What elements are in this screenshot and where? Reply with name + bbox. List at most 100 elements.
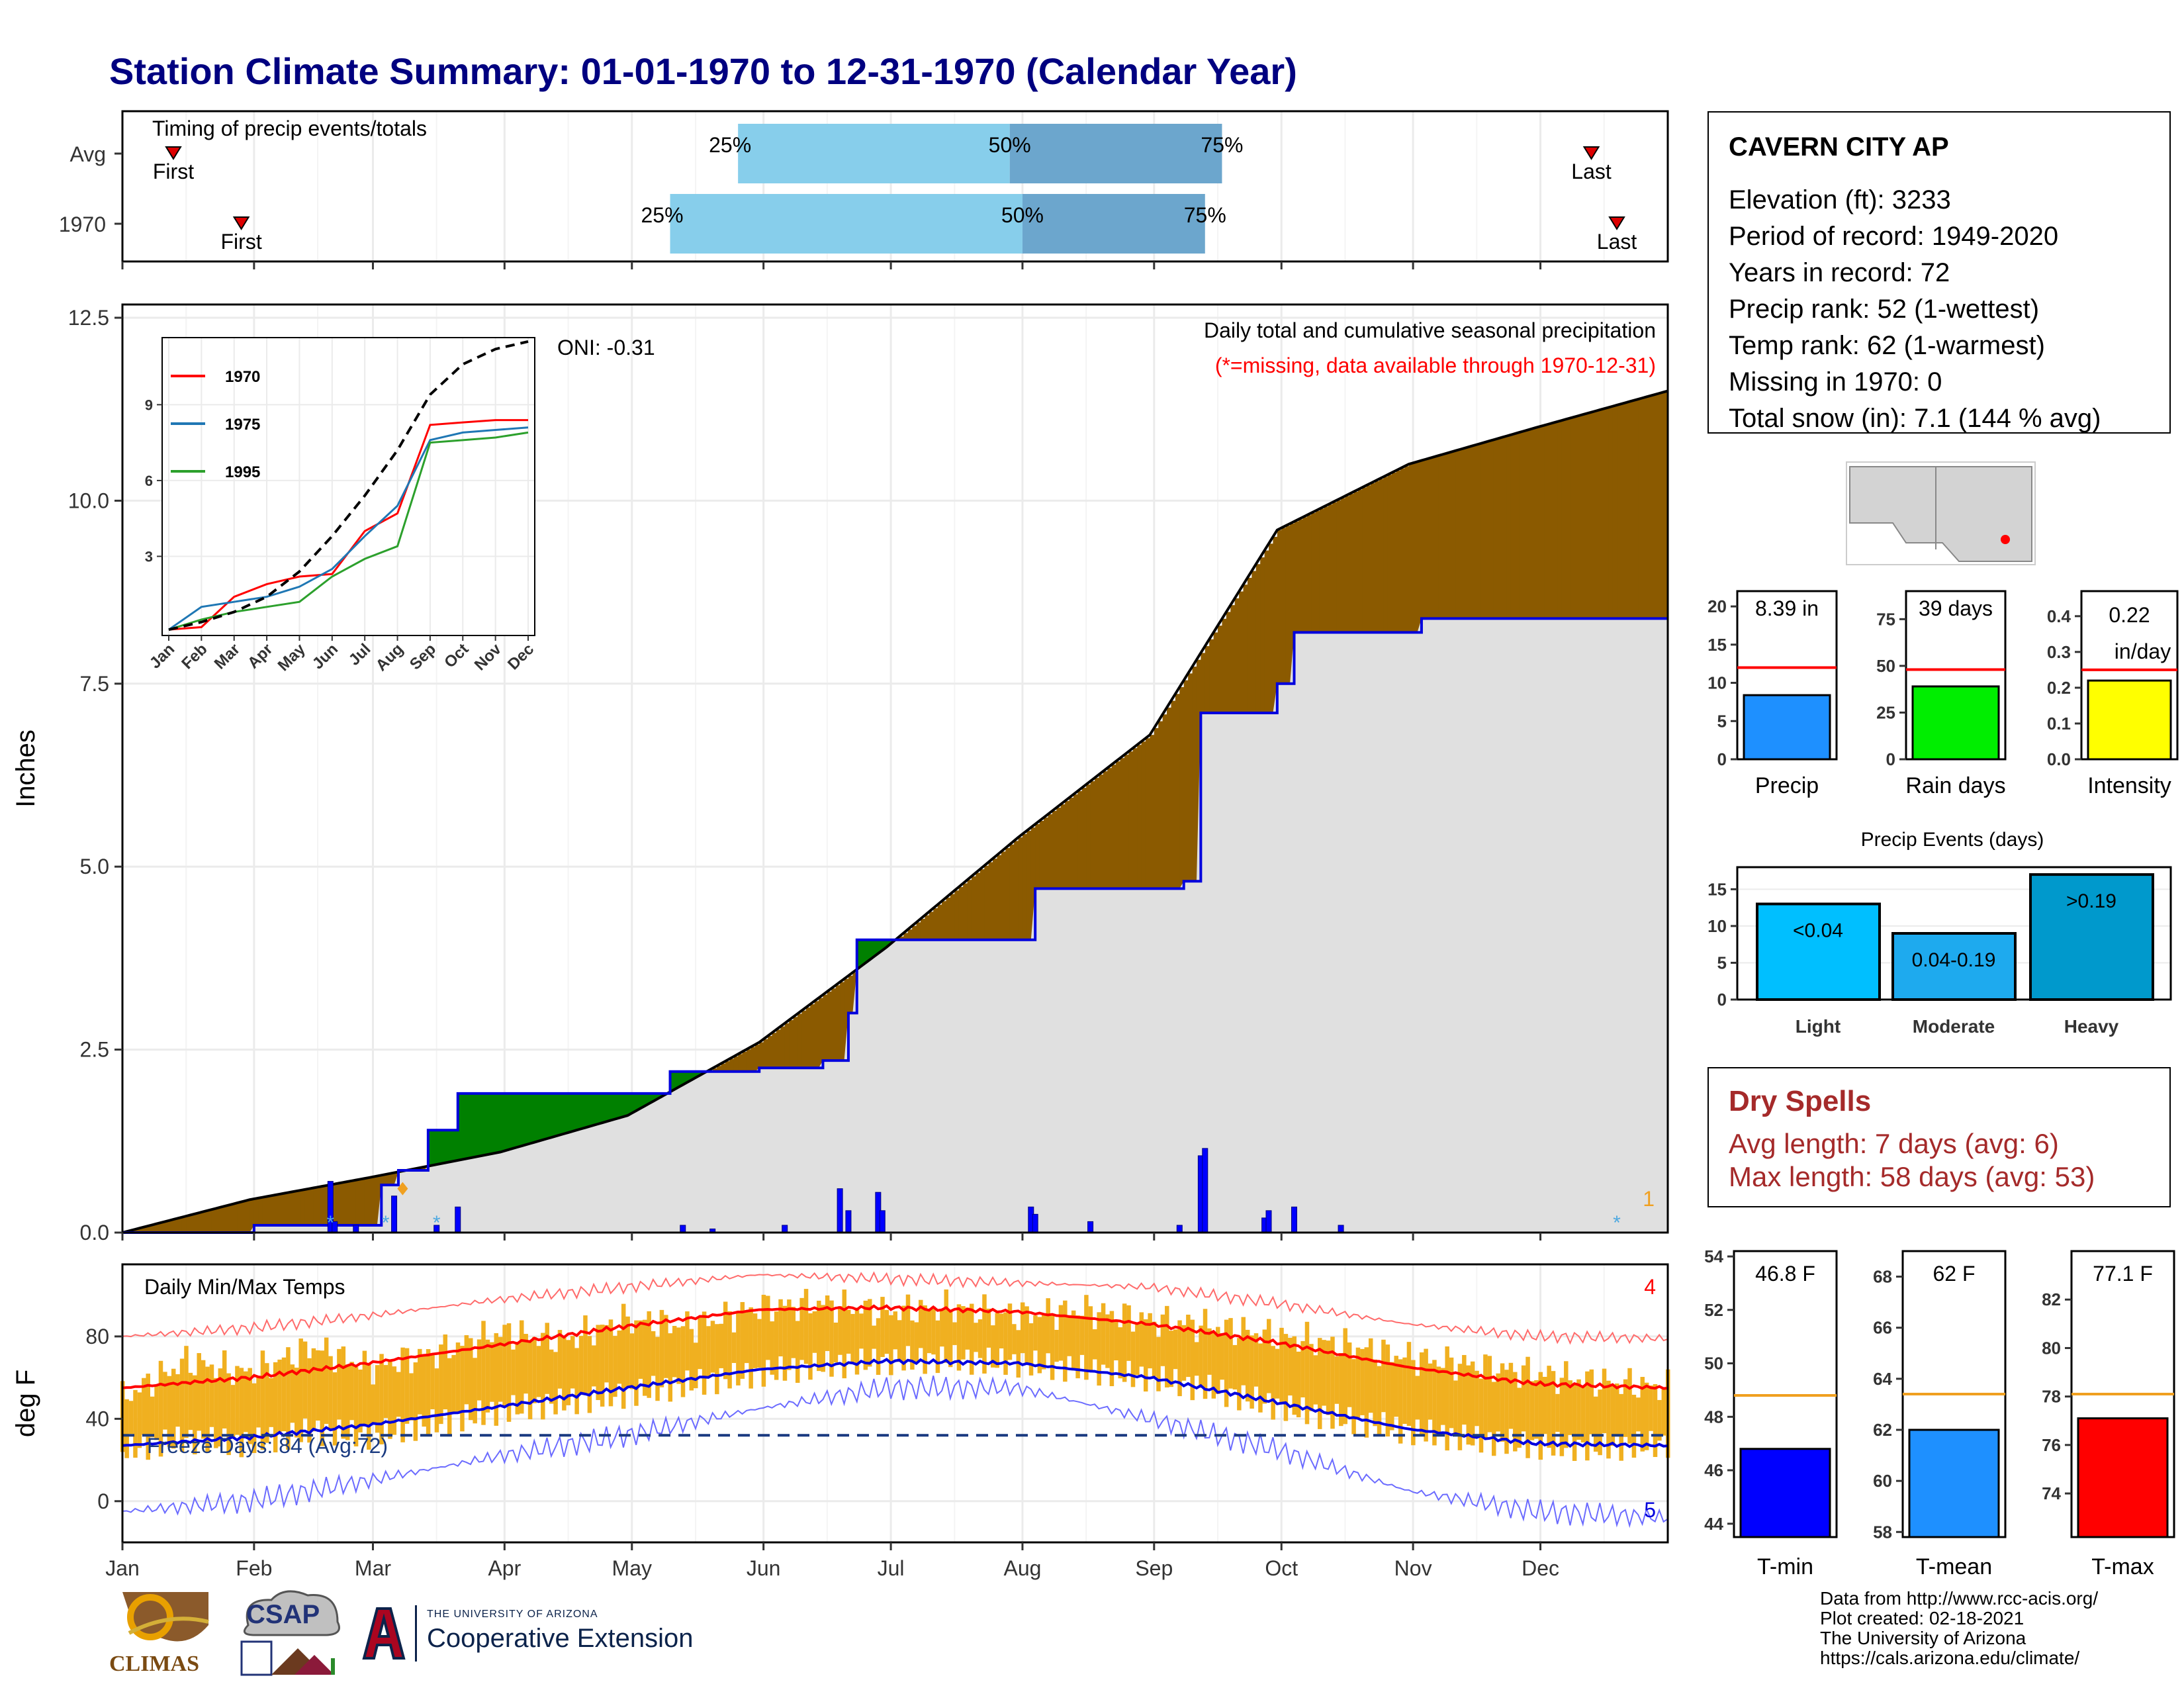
- inset-series-line: [168, 340, 529, 632]
- main-deficit-fill: [360, 1179, 365, 1225]
- temp-daily-bar: [629, 1333, 635, 1389]
- temp-daily-bar: [1114, 1319, 1118, 1361]
- temp-daily-bar: [1313, 1355, 1318, 1405]
- main-y-tick-label: 2.5: [80, 1038, 109, 1062]
- temp-daily-bar: [1079, 1315, 1085, 1355]
- main-deficit-fill: [1570, 418, 1575, 619]
- temp-daily-bar: [803, 1289, 809, 1364]
- main-deficit-fill: [1281, 528, 1287, 684]
- precip-total-y-tick-label: 0: [1717, 749, 1727, 769]
- main-deficit-fill: [135, 1229, 140, 1233]
- main-deficit-fill: [1120, 758, 1125, 889]
- temp-daily-bar: [473, 1358, 477, 1424]
- temp-daily-bar: [1075, 1315, 1080, 1379]
- temp-daily-bar: [821, 1305, 825, 1372]
- main-deficit-fill: [1502, 437, 1507, 619]
- dry-spells-max: Max length: 58 days (avg: 53): [1729, 1161, 2095, 1192]
- temp-daily-bar: [1445, 1346, 1449, 1451]
- main-surplus-fill: [496, 1093, 501, 1153]
- temp-daily-bar: [923, 1305, 927, 1374]
- temp-daily-bar: [1271, 1346, 1275, 1420]
- temp-daily-bar: [1428, 1363, 1433, 1420]
- main-deficit-fill: [1056, 808, 1062, 889]
- main-deficit-fill: [789, 1020, 794, 1068]
- main-deficit-fill: [1277, 530, 1282, 684]
- temp-daily-bar: [1508, 1362, 1514, 1429]
- temp-daily-bar: [1326, 1340, 1331, 1415]
- temp-daily-bar: [396, 1372, 401, 1417]
- main-deficit-fill: [1617, 404, 1622, 619]
- main-surplus-fill: [513, 1093, 518, 1149]
- main-deficit-fill: [220, 1207, 225, 1233]
- temp-daily-bar: [413, 1362, 418, 1441]
- temp-daily-bar: [154, 1385, 159, 1440]
- temp-mean-y-tick-label: 50: [1704, 1354, 1723, 1374]
- main-deficit-fill: [742, 1051, 747, 1072]
- main-deficit-fill: [1574, 416, 1579, 619]
- main-deficit-fill: [1077, 791, 1083, 889]
- main-deficit-fill: [717, 1066, 722, 1072]
- temp-daily-bar: [1148, 1313, 1152, 1369]
- main-deficit-fill: [937, 904, 942, 940]
- temp-record-max-line: [122, 1271, 1668, 1345]
- main-surplus-fill: [471, 1093, 476, 1158]
- temp-mean-y-tick-label: 80: [2042, 1338, 2061, 1358]
- main-deficit-fill: [721, 1063, 726, 1072]
- main-surplus-fill: [580, 1093, 586, 1129]
- temp-daily-bar: [770, 1321, 774, 1375]
- main-deficit-fill: [1459, 449, 1465, 619]
- main-deficit-fill: [1408, 464, 1414, 633]
- temp-daily-bar: [260, 1350, 265, 1450]
- main-deficit-fill: [1073, 794, 1078, 889]
- temp-daily-bar: [167, 1376, 172, 1447]
- main-surplus-fill: [670, 1071, 675, 1092]
- main-deficit-fill: [334, 1184, 340, 1225]
- temp-daily-bar: [1351, 1359, 1356, 1434]
- temp-daily-bar: [209, 1364, 214, 1427]
- main-deficit-fill: [725, 1061, 730, 1072]
- temp-daily-bar: [1190, 1319, 1195, 1401]
- temp-count-top: 4: [1644, 1275, 1656, 1299]
- main-surplus-fill: [682, 1071, 688, 1085]
- climas-logo: CLIMAS: [109, 1585, 218, 1678]
- temp-daily-bar: [1037, 1317, 1042, 1374]
- main-surplus-fill: [478, 1093, 484, 1156]
- temp-daily-bar: [1024, 1306, 1029, 1364]
- main-deficit-fill: [1621, 404, 1626, 619]
- temp-mean-y-tick-label: 82: [2042, 1289, 2061, 1309]
- temp-daily-bar: [617, 1330, 622, 1384]
- temp-daily-bar: [430, 1355, 435, 1409]
- temp-daily-bar: [1241, 1317, 1246, 1385]
- inset-frame: [161, 337, 535, 636]
- temp-daily-bar: [634, 1320, 639, 1406]
- timing-label: Timing of precip events/totals: [152, 117, 427, 140]
- main-deficit-fill: [1175, 694, 1180, 889]
- main-deficit-fill: [1434, 457, 1439, 619]
- main-surplus-fill: [606, 1093, 612, 1122]
- main-deficit-fill: [1319, 508, 1324, 633]
- main-deficit-fill: [979, 869, 985, 940]
- temp-daily-bar: [1067, 1315, 1072, 1356]
- main-surplus-fill: [861, 939, 866, 966]
- main-surplus-fill: [870, 939, 875, 960]
- ua-a-logo: [362, 1607, 406, 1660]
- temp-daily-bar: [1232, 1344, 1238, 1390]
- temp-daily-bar: [1160, 1314, 1165, 1366]
- main-surplus-fill: [610, 1093, 615, 1121]
- events-bar-label: 0.04-0.19: [1912, 949, 1996, 971]
- timing-q25-label: 25%: [709, 133, 751, 157]
- main-frame: [121, 303, 1669, 1234]
- main-deficit-fill: [1663, 392, 1668, 619]
- main-surplus-fill: [551, 1093, 556, 1138]
- temp-daily-bar: [944, 1289, 948, 1363]
- main-deficit-fill: [759, 1042, 764, 1068]
- temp-daily-bar: [812, 1311, 817, 1353]
- temp-daily-bar: [1267, 1319, 1271, 1393]
- temp-daily-bar: [146, 1374, 150, 1460]
- main-deficit-fill: [831, 988, 837, 1061]
- main-deficit-fill: [1162, 714, 1167, 889]
- main-surplus-fill: [521, 1093, 527, 1147]
- temp-daily-bar: [124, 1399, 129, 1458]
- temp-daily-bar: [1343, 1328, 1347, 1425]
- mini-map-state: [1849, 466, 2032, 562]
